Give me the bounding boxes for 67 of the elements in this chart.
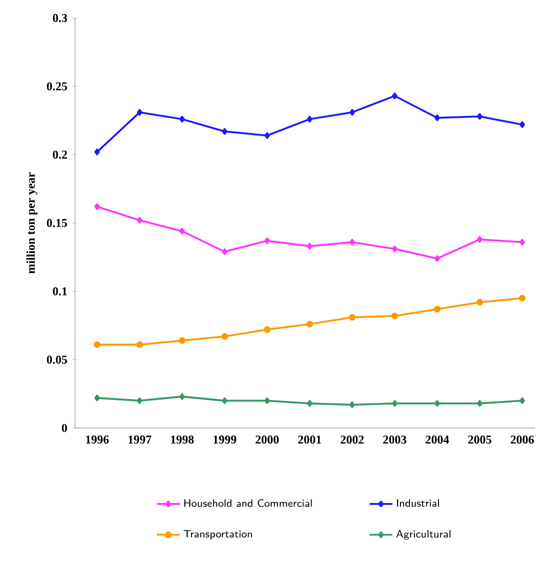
- point: [136, 397, 142, 404]
- x-tick-label: 2000: [256, 436, 279, 444]
- point: [392, 400, 398, 407]
- x-tick-label: 2002: [340, 436, 364, 444]
- point: [391, 312, 398, 320]
- point: [94, 394, 100, 402]
- y-tick-label: 0.1: [52, 287, 67, 296]
- y-tick-label: 0.3: [52, 14, 68, 22]
- x-tick-label: 2006: [510, 436, 534, 444]
- point: [349, 108, 355, 116]
- point: [179, 228, 185, 235]
- y-tick-label: 0: [62, 424, 67, 432]
- point: [520, 238, 525, 246]
- point: [264, 237, 270, 244]
- legend-label: Industrial: [396, 499, 439, 507]
- point: [221, 333, 228, 340]
- point: [476, 400, 482, 407]
- point: [264, 326, 270, 333]
- x-tick-label: 2001: [298, 436, 322, 444]
- point: [179, 393, 185, 400]
- point: [476, 113, 482, 120]
- x-tick-label: 2004: [426, 436, 449, 444]
- point: [434, 306, 441, 312]
- point: [520, 121, 525, 128]
- point: [178, 337, 186, 344]
- x-tick-label: 2003: [383, 436, 406, 444]
- point: [222, 248, 228, 256]
- x-tick-label: 1997: [128, 436, 152, 444]
- point: [476, 298, 484, 306]
- y-tick-label: 0.25: [46, 82, 68, 90]
- point: [348, 314, 356, 321]
- point: [94, 148, 100, 156]
- point: [392, 246, 398, 252]
- point: [392, 92, 398, 100]
- x-tick-label: 1999: [214, 436, 236, 444]
- point: [518, 294, 526, 302]
- point: [136, 341, 143, 348]
- point: [264, 132, 270, 139]
- point: [349, 238, 355, 246]
- x-tick-label: 1996: [86, 436, 109, 444]
- point: [264, 397, 270, 404]
- point: [434, 114, 440, 122]
- point: [179, 116, 185, 122]
- y-tick-label: 0.15: [46, 218, 68, 228]
- legend-label: Transportation: [184, 530, 252, 540]
- y-axis-title: million ton per year: [26, 172, 38, 274]
- y-tick-label: 0.2: [52, 150, 67, 159]
- point: [222, 128, 228, 135]
- point: [222, 397, 228, 404]
- legend-label: Agricultural: [396, 530, 450, 540]
- point: [306, 242, 312, 250]
- point: [94, 203, 100, 210]
- point: [136, 216, 142, 224]
- point: [520, 397, 525, 404]
- y-tick-label: 0.05: [46, 356, 68, 364]
- point: [306, 320, 314, 328]
- point: [306, 400, 312, 407]
- legend-label: Household and Commercial: [184, 499, 312, 507]
- point: [434, 400, 440, 407]
- x-tick-label: 2005: [468, 436, 492, 444]
- x-tick-label: 1998: [171, 436, 194, 444]
- point: [136, 108, 142, 116]
- point: [94, 341, 100, 348]
- point: [306, 116, 312, 122]
- point: [349, 401, 355, 408]
- point: [434, 255, 440, 262]
- point: [476, 236, 482, 243]
